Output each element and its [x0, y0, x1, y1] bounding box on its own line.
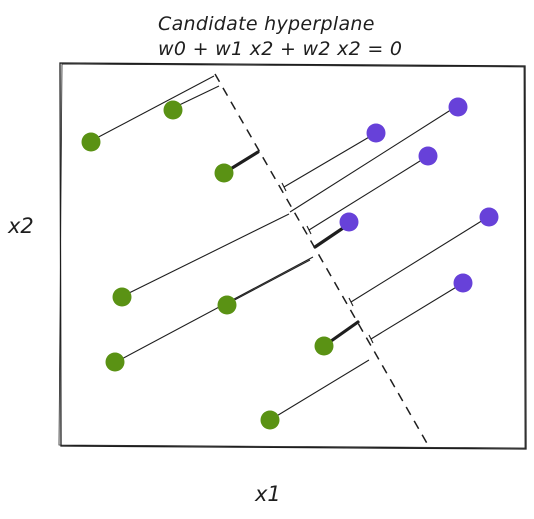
projection-line — [289, 105, 458, 213]
plot-frame — [58, 62, 527, 450]
class-b-points — [339, 97, 499, 293]
projection-tick — [368, 334, 374, 344]
projection-line — [122, 213, 290, 297]
class-b-point — [366, 123, 386, 143]
projection-line — [308, 155, 429, 231]
projection-line — [283, 132, 377, 188]
projection-line — [90, 75, 215, 142]
y-axis-label: x2 — [7, 214, 34, 238]
title-line-1: Candidate hyperplane — [158, 13, 375, 35]
title-line-2: w0 + w1 x2 + w2 x2 = 0 — [158, 38, 402, 60]
class-a-point — [105, 352, 125, 372]
projection-line — [370, 282, 464, 340]
projection-line — [226, 259, 311, 305]
hyperplane-line — [214, 73, 429, 446]
projection-line — [269, 359, 370, 421]
projection-line — [350, 216, 489, 303]
class-a-point — [81, 132, 101, 152]
projection-line — [172, 85, 220, 109]
class-b-point — [479, 207, 499, 227]
projection-lines — [90, 75, 489, 421]
class-b-point — [448, 97, 468, 117]
projection-tick — [306, 225, 312, 235]
class-b-point — [453, 273, 473, 293]
class-b-point — [339, 212, 359, 232]
projection-tick — [348, 297, 354, 307]
class-a-point — [163, 100, 183, 120]
class-a-point — [314, 336, 334, 356]
class-a-point — [260, 410, 280, 430]
class-a-point — [214, 163, 234, 183]
class-b-point — [418, 146, 438, 166]
projection-tick — [281, 182, 287, 192]
class-a-point — [112, 287, 132, 307]
x-axis-label: x1 — [254, 482, 281, 506]
class-a-points — [81, 100, 334, 430]
class-a-point — [217, 295, 237, 315]
projection-line — [115, 256, 314, 363]
